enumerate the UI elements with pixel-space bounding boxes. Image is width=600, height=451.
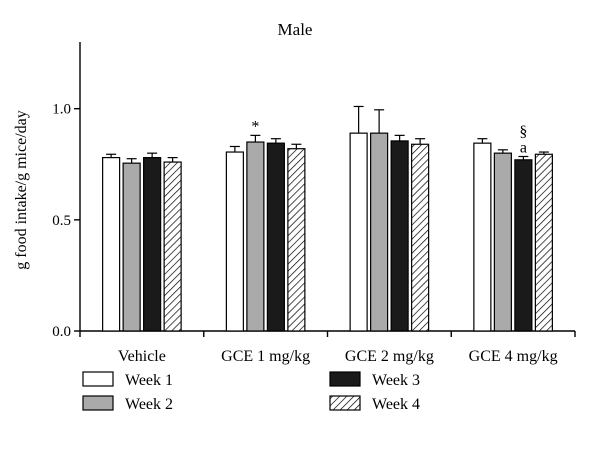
bar [122, 162, 141, 332]
bar [370, 132, 389, 332]
x-tick-label: GCE 2 mg/kg [345, 348, 434, 365]
bar [225, 151, 244, 332]
bar [349, 132, 368, 332]
x-tick-label: Vehicle [118, 348, 166, 365]
chart-title: Male [278, 20, 313, 39]
legend-label: Week 1 [125, 372, 173, 389]
legend-label: Week 4 [372, 396, 420, 413]
y-tick-label: 0.0 [52, 324, 71, 340]
bar [163, 161, 182, 332]
significance-marker: * [251, 118, 259, 135]
legend: Week 1 Week 2 Week 3 Week 4 [82, 371, 420, 413]
x-tick-label: GCE 4 mg/kg [469, 348, 558, 365]
axes: 0.0 0.5 1.0 [52, 42, 576, 340]
bars: * §a [102, 105, 553, 332]
significance-marker: a [520, 139, 527, 156]
x-tick-labels: Vehicle GCE 1 mg/kg GCE 2 mg/kg GCE 4 mg/kg [118, 348, 558, 365]
legend-swatch [82, 371, 114, 387]
bar [266, 142, 285, 332]
legend-swatch [82, 395, 114, 411]
y-axis-label: g food intake/g mice/day [13, 110, 30, 270]
bar [473, 142, 492, 332]
bar [246, 141, 265, 332]
bar [143, 157, 162, 332]
bar [287, 148, 306, 332]
legend-swatch [329, 371, 361, 387]
legend-label: Week 2 [125, 396, 173, 413]
x-tick-label: GCE 1 mg/kg [221, 348, 310, 365]
bar [493, 152, 512, 332]
bar [411, 143, 430, 332]
y-tick-label: 1.0 [52, 102, 71, 118]
bar [102, 157, 121, 332]
legend-swatch [329, 395, 361, 411]
significance-marker: § [519, 123, 527, 140]
bar [514, 159, 533, 332]
bar [534, 153, 553, 332]
y-tick-label: 0.5 [52, 213, 71, 229]
bar [390, 140, 409, 332]
legend-label: Week 3 [372, 372, 420, 389]
